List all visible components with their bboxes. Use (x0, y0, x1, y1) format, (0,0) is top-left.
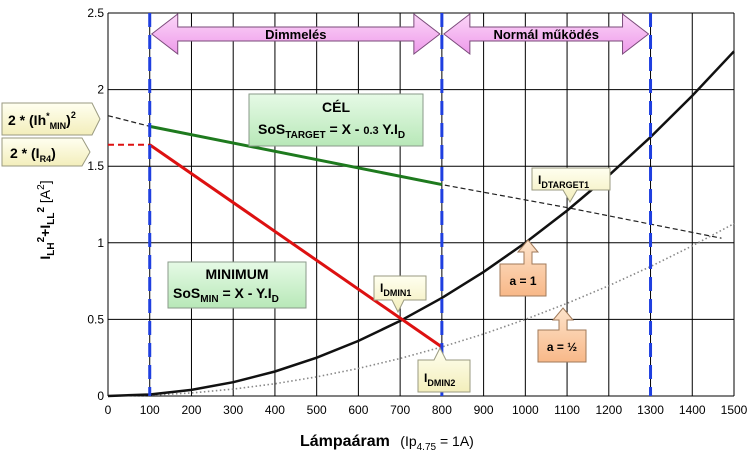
r4-callout: 2 * (IR4) (1, 137, 91, 167)
lhmin-sup: * (46, 111, 50, 121)
y-axis-label: ILH2+ILL2 [A2] (36, 180, 57, 259)
svg-text:IDTARGET1: IDTARGET1 (538, 173, 589, 190)
x-tick-label: 1300 (637, 403, 664, 417)
region-arrow (443, 12, 650, 56)
dmin2-sub: DMIN2 (427, 378, 455, 388)
cel-a: SoS (258, 121, 285, 137)
minimum-callout: MINIMUM SoSMIN = X - Y.ID (167, 261, 307, 309)
cel-small: 0.3 (363, 125, 378, 137)
dmin2-a: I (424, 371, 427, 385)
y-tick-label: 2.5 (87, 6, 104, 20)
x-tick-label: 500 (307, 403, 327, 417)
ylabel-s2: LL (46, 213, 57, 225)
dmin1-a: I (380, 281, 383, 295)
dmin2-callout: IDMIN2 (417, 346, 471, 393)
region-arrow (150, 12, 441, 56)
lh-min-callout: 2 * (Ih*MIN)2 (1, 102, 101, 136)
dmin1-sub: DMIN1 (383, 288, 411, 298)
x-tick-label: 100 (140, 403, 160, 417)
x-tick-label: 600 (348, 403, 368, 417)
xlabel-tail: = 1A) (436, 433, 474, 449)
cel-c: Y.I (379, 121, 398, 137)
x-tick-label: 1200 (595, 403, 622, 417)
series-target (149, 124, 443, 187)
x-tick-label: 1000 (512, 403, 539, 417)
r4-b: ) (51, 145, 56, 161)
cel-title: CÉL (322, 99, 350, 115)
tick-labels: 0 100 200 300 400 500 600 700 800 900 1000 1100 1200… (87, 6, 747, 417)
lhmin-sub: MIN (50, 121, 67, 131)
ylabel-unit-c: ] (37, 180, 53, 184)
region-label: Normál működés (493, 27, 598, 42)
ylabel-p1: 2 (36, 236, 47, 242)
min-a: SoS (173, 285, 200, 301)
y-tick-label: 2 (97, 83, 104, 97)
ahalf-label: a = ½ (547, 340, 577, 354)
a1-label: a = 1 (509, 274, 536, 288)
ylabel-i1: I (37, 256, 53, 260)
minimum-formula: SoSMIN = X - Y.ID (173, 285, 279, 305)
min-sub2: D (272, 294, 279, 305)
x-tick-label: 1400 (679, 403, 706, 417)
plot-area (108, 13, 734, 396)
ylabel-s1: LH (46, 242, 57, 255)
series-minimum (148, 143, 443, 349)
blue-vertical-lines (148, 13, 653, 396)
x-tick-label: 900 (474, 403, 494, 417)
ylabel-plus: + (37, 229, 53, 237)
r4-a: 2 * (I (10, 145, 40, 161)
dmin1-callout: IDMIN1 (373, 275, 427, 314)
r4-sub: R4 (40, 154, 52, 164)
series-quadratic-half (107, 50, 735, 398)
ylabel-unit-p: 2 (36, 184, 47, 190)
svg-text:ILH2+ILL2 [A2]: ILH2+ILL2 [A2] (36, 180, 57, 259)
y-tick-label: 1.5 (87, 159, 104, 173)
x-tick-label: 0 (105, 403, 112, 417)
x-tick-label: 700 (390, 403, 410, 417)
x-tick-label: 1500 (721, 403, 748, 417)
lhmin-b: ) (66, 112, 71, 128)
x-tick-label: 400 (265, 403, 285, 417)
x-axis-label: Lámpaáram (Ip4.75 = 1A) (300, 433, 474, 453)
y-tick-label: 0 (97, 389, 104, 403)
cel-sub: TARGET (285, 130, 325, 141)
x-tick-label: 200 (181, 403, 201, 417)
a1-callout: a = 1 (499, 239, 547, 297)
svg-text:2 * (Ih*MIN)2: 2 * (Ih*MIN)2 (8, 110, 76, 131)
series-quadratic-full (107, 222, 735, 397)
ahalf-callout: a = ½ (537, 307, 587, 363)
xlabel-paren: (Ip (400, 433, 417, 449)
lhmin-sup2: 2 (71, 110, 76, 120)
dtarget1-sub: DTARGET1 (541, 180, 589, 190)
ylabel-p2: 2 (36, 207, 47, 213)
x-tick-label: 1100 (554, 403, 580, 417)
ylabel-unit-a: [A (37, 189, 53, 207)
y-tick-label: 0.5 (87, 312, 104, 326)
min-sub: MIN (200, 294, 218, 305)
cel-callout: CÉL SoSTARGET = X - 0.3 Y.ID (248, 93, 424, 147)
dtarget1-a: I (538, 173, 541, 187)
lhmin-a: 2 * (Ih (8, 112, 46, 128)
xlabel-sub: 4.75 (417, 442, 437, 453)
x-tick-label: 800 (432, 403, 452, 417)
minimum-title: MINIMUM (206, 266, 269, 282)
svg-text:IDMIN1: IDMIN1 (380, 281, 411, 298)
cel-b: = X - (326, 121, 364, 137)
y-tick-label: 1 (97, 236, 104, 250)
min-b: = X - Y.I (219, 285, 272, 301)
region-arrows: Dimmelés Normál működés (150, 12, 650, 56)
ylabel-i2: I (37, 225, 53, 229)
dtarget1-callout: IDTARGET1 (531, 167, 611, 203)
region-label: Dimmelés (265, 27, 326, 42)
x-tick-label: 300 (223, 403, 243, 417)
series-lines (107, 50, 735, 398)
cel-sub2: D (398, 130, 405, 141)
cel-formula: SoSTARGET = X - 0.3 Y.ID (258, 121, 405, 141)
svg-text:2 * (IR4): 2 * (IR4) (10, 145, 56, 164)
xlabel-main: Lámpaáram (300, 433, 390, 450)
svg-text:IDMIN2: IDMIN2 (424, 371, 455, 388)
